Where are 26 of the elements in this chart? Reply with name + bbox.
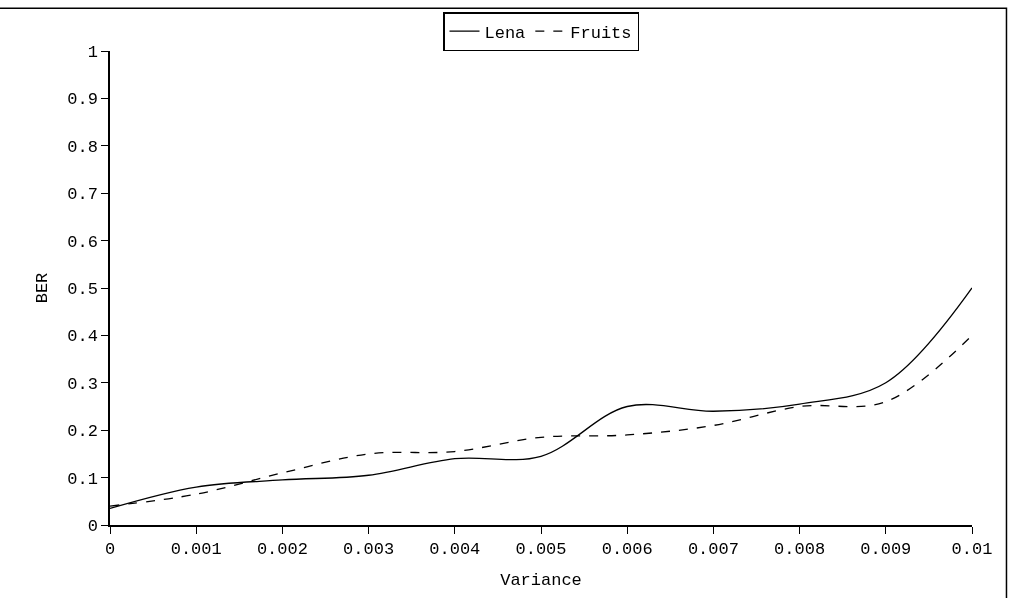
y-tick-label: 0.2 [67, 422, 98, 442]
x-tick-label: 0.004 [429, 540, 481, 560]
x-tick-label: 0.007 [687, 540, 739, 560]
y-tick-label: 0.3 [67, 374, 98, 394]
y-axis-title: BER [33, 272, 53, 304]
x-tick-label: 0.008 [774, 540, 826, 560]
x-tick-label: 0 [104, 540, 116, 560]
x-axis-title: Variance [500, 571, 582, 591]
y-tick-label: 0.6 [67, 232, 98, 252]
y-tick-label: 1 [87, 42, 98, 62]
y-tick-label: 0.5 [67, 279, 98, 299]
x-tick-label: 0.01 [951, 540, 993, 560]
y-tick-label: 0.1 [67, 469, 98, 489]
x-tick-label: 0.002 [256, 540, 308, 560]
legend-label: Fruits [570, 23, 632, 43]
y-tick-label: 0.8 [67, 137, 98, 157]
y-tick-label: 0.4 [67, 327, 98, 347]
x-tick-label: 0.006 [601, 540, 653, 560]
legend-label: Lena [484, 23, 526, 43]
x-tick-label: 0.003 [343, 540, 395, 560]
y-tick-label: 0 [87, 516, 98, 536]
y-tick-label: 0.7 [67, 185, 98, 205]
y-tick-label: 0.9 [67, 90, 98, 110]
x-tick-label: 0.009 [860, 540, 912, 560]
x-tick-label: 0.001 [170, 540, 222, 560]
x-tick-label: 0.005 [515, 540, 567, 560]
